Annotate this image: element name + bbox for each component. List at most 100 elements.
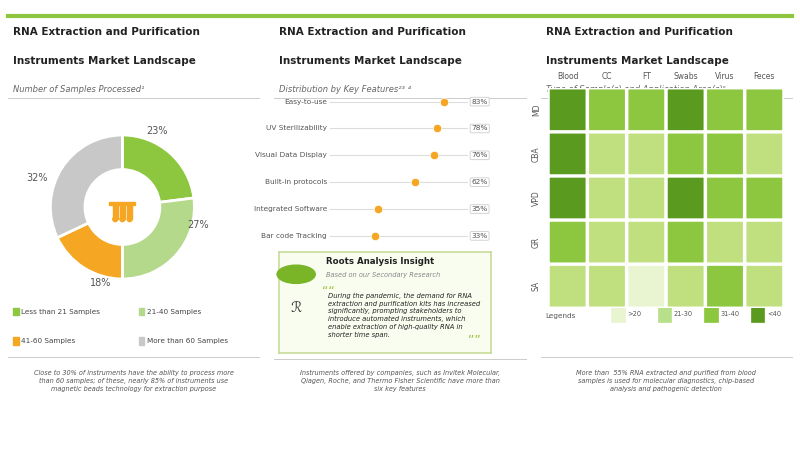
Circle shape: [277, 265, 315, 284]
Text: 31-40: 31-40: [720, 311, 739, 317]
FancyBboxPatch shape: [666, 220, 705, 264]
Text: SA: SA: [532, 281, 541, 291]
FancyBboxPatch shape: [549, 220, 586, 264]
Text: ℛ: ℛ: [290, 301, 302, 315]
Text: 62%: 62%: [471, 179, 488, 185]
FancyBboxPatch shape: [706, 176, 744, 220]
Text: Instruments Market Landscape: Instruments Market Landscape: [546, 56, 729, 66]
Circle shape: [127, 217, 132, 221]
Text: Instruments Market Landscape: Instruments Market Landscape: [279, 56, 462, 66]
FancyBboxPatch shape: [588, 88, 626, 131]
FancyBboxPatch shape: [746, 132, 783, 176]
Text: 27%: 27%: [187, 220, 209, 230]
Text: RNA Extraction and Purification: RNA Extraction and Purification: [13, 27, 200, 37]
Text: Feces: Feces: [754, 72, 775, 81]
FancyBboxPatch shape: [549, 88, 586, 131]
Bar: [13, 308, 18, 315]
Text: RNA Extraction and Purification: RNA Extraction and Purification: [279, 27, 466, 37]
Bar: [13, 337, 18, 345]
FancyBboxPatch shape: [666, 265, 705, 308]
Text: CBA: CBA: [532, 146, 541, 162]
FancyBboxPatch shape: [588, 176, 626, 220]
FancyBboxPatch shape: [549, 265, 586, 308]
FancyBboxPatch shape: [746, 220, 783, 264]
Text: During the pandemic, the demand for RNA
extraction and purification kits has inc: During the pandemic, the demand for RNA …: [328, 292, 480, 338]
Text: CC: CC: [602, 72, 612, 81]
Text: Close to 30% of instruments have the ability to process more
than 60 samples; of: Close to 30% of instruments have the abi…: [34, 370, 234, 392]
FancyBboxPatch shape: [627, 88, 666, 131]
Text: Based on our Secondary Research: Based on our Secondary Research: [326, 272, 440, 278]
FancyBboxPatch shape: [746, 176, 783, 220]
Text: Legends: Legends: [546, 313, 576, 320]
Text: >20: >20: [627, 311, 642, 317]
FancyBboxPatch shape: [627, 220, 666, 264]
Text: 33%: 33%: [471, 233, 488, 239]
Text: Easy-to-use: Easy-to-use: [284, 99, 327, 104]
Text: Visual Data Display: Visual Data Display: [255, 152, 327, 158]
Text: Virus: Virus: [715, 72, 734, 81]
Text: MD: MD: [532, 104, 541, 116]
Text: 78%: 78%: [471, 126, 488, 131]
Bar: [658, 306, 671, 322]
Text: 35%: 35%: [471, 206, 488, 212]
Text: More than  55% RNA extracted and purified from blood
samples is used for molecul: More than 55% RNA extracted and purified…: [577, 370, 756, 392]
FancyBboxPatch shape: [588, 265, 626, 308]
Bar: [120, 205, 125, 219]
Bar: [110, 202, 135, 205]
FancyBboxPatch shape: [627, 265, 666, 308]
Circle shape: [113, 217, 118, 221]
Text: Distribution by Key Features²³ ⁴: Distribution by Key Features²³ ⁴: [279, 86, 411, 94]
Text: 21-30: 21-30: [674, 311, 693, 317]
Text: FT: FT: [642, 72, 650, 81]
Text: More than 60 Samples: More than 60 Samples: [146, 338, 228, 344]
Circle shape: [120, 217, 125, 221]
Text: 32%: 32%: [26, 173, 48, 183]
FancyBboxPatch shape: [549, 132, 586, 176]
Wedge shape: [58, 223, 122, 279]
Text: ““: ““: [322, 285, 334, 298]
FancyBboxPatch shape: [627, 132, 666, 176]
Text: Instruments Market Landscape: Instruments Market Landscape: [13, 56, 196, 66]
Bar: [750, 306, 764, 322]
Text: Instruments offered by companies, such as Invitek Molecular,
Qiagen, Roche, and : Instruments offered by companies, such a…: [300, 370, 500, 392]
Bar: [127, 205, 132, 219]
Text: Built-in protocols: Built-in protocols: [265, 179, 327, 185]
Text: Swabs: Swabs: [674, 72, 698, 81]
FancyBboxPatch shape: [588, 132, 626, 176]
Bar: [611, 306, 625, 322]
Text: ””: ””: [468, 334, 481, 347]
Text: 76%: 76%: [471, 152, 488, 158]
FancyBboxPatch shape: [746, 88, 783, 131]
Wedge shape: [122, 198, 194, 279]
Wedge shape: [122, 135, 194, 202]
Text: Integrated Software: Integrated Software: [254, 206, 327, 212]
Text: GR: GR: [532, 237, 541, 248]
FancyBboxPatch shape: [666, 132, 705, 176]
Bar: [138, 337, 144, 345]
FancyBboxPatch shape: [706, 88, 744, 131]
FancyBboxPatch shape: [666, 176, 705, 220]
Wedge shape: [50, 135, 122, 238]
Text: <40: <40: [767, 311, 781, 317]
Text: RNA Extraction and Purification: RNA Extraction and Purification: [546, 27, 733, 37]
Text: Less than 21 Samples: Less than 21 Samples: [21, 309, 100, 315]
Bar: [113, 205, 118, 219]
FancyBboxPatch shape: [746, 265, 783, 308]
Text: 18%: 18%: [90, 278, 111, 288]
Text: Roots Analysis Insight: Roots Analysis Insight: [326, 257, 434, 266]
FancyBboxPatch shape: [549, 176, 586, 220]
FancyBboxPatch shape: [588, 220, 626, 264]
Bar: [704, 306, 718, 322]
Text: 23%: 23%: [146, 126, 168, 136]
FancyBboxPatch shape: [666, 88, 705, 131]
Text: Type of Sample(s) and Application Area(s)⁵: Type of Sample(s) and Application Area(s…: [546, 86, 726, 94]
Text: UV Sterilizability: UV Sterilizability: [266, 126, 327, 131]
Text: Blood: Blood: [557, 72, 578, 81]
Text: VPD: VPD: [532, 190, 541, 206]
FancyBboxPatch shape: [706, 265, 744, 308]
FancyBboxPatch shape: [627, 176, 666, 220]
Text: 21-40 Samples: 21-40 Samples: [146, 309, 201, 315]
Text: Bar code Tracking: Bar code Tracking: [262, 233, 327, 239]
Circle shape: [104, 188, 141, 226]
FancyBboxPatch shape: [706, 132, 744, 176]
